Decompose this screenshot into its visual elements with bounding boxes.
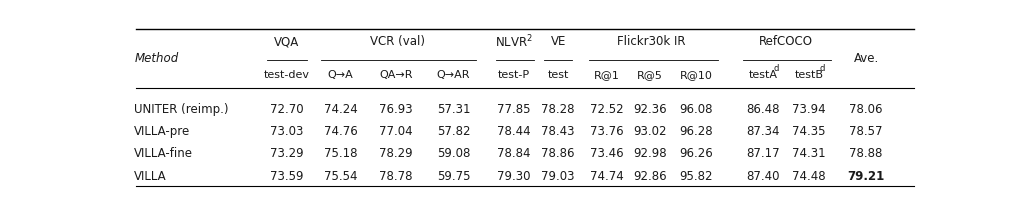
Text: 77.85: 77.85 — [497, 102, 530, 115]
Text: 86.48: 86.48 — [746, 102, 779, 115]
Text: 79.03: 79.03 — [542, 169, 574, 182]
Text: 77.04: 77.04 — [380, 124, 413, 137]
Text: Ave.: Ave. — [853, 52, 879, 64]
Text: 78.29: 78.29 — [380, 147, 413, 160]
Text: 78.28: 78.28 — [542, 102, 574, 115]
Text: test: test — [548, 70, 568, 80]
Text: QA→R: QA→R — [380, 70, 413, 80]
Text: 59.08: 59.08 — [436, 147, 470, 160]
Text: 73.03: 73.03 — [270, 124, 303, 137]
Text: 96.26: 96.26 — [679, 147, 713, 160]
Text: 73.29: 73.29 — [270, 147, 303, 160]
Text: 96.28: 96.28 — [679, 124, 713, 137]
Text: R@1: R@1 — [594, 70, 620, 80]
Text: 57.31: 57.31 — [436, 102, 470, 115]
Text: 78.84: 78.84 — [497, 147, 530, 160]
Text: R@10: R@10 — [680, 70, 713, 80]
Text: VQA: VQA — [274, 35, 299, 48]
Text: Q→A: Q→A — [328, 70, 353, 80]
Text: 78.88: 78.88 — [849, 147, 883, 160]
Text: 93.02: 93.02 — [634, 124, 667, 137]
Text: 92.36: 92.36 — [634, 102, 667, 115]
Text: 73.46: 73.46 — [590, 147, 624, 160]
Text: 78.57: 78.57 — [849, 124, 883, 137]
Text: 74.48: 74.48 — [793, 169, 825, 182]
Text: 79.21: 79.21 — [848, 169, 885, 182]
Text: 74.24: 74.24 — [324, 102, 357, 115]
Text: RefCOCO: RefCOCO — [759, 35, 813, 48]
Text: 78.43: 78.43 — [542, 124, 574, 137]
Text: 78.78: 78.78 — [380, 169, 413, 182]
Text: VILLA-pre: VILLA-pre — [134, 124, 190, 137]
Text: 59.75: 59.75 — [436, 169, 470, 182]
Text: UNITER (reimp.): UNITER (reimp.) — [134, 102, 228, 115]
Text: 75.18: 75.18 — [324, 147, 357, 160]
Text: 95.82: 95.82 — [680, 169, 713, 182]
Text: 92.86: 92.86 — [634, 169, 667, 182]
Text: Method: Method — [134, 52, 178, 64]
Text: VCR (val): VCR (val) — [370, 35, 425, 48]
Text: 73.76: 73.76 — [590, 124, 624, 137]
Text: d: d — [773, 64, 778, 73]
Text: VILLA: VILLA — [134, 169, 167, 182]
Text: VE: VE — [551, 35, 566, 48]
Text: testA: testA — [749, 70, 777, 80]
Text: R@5: R@5 — [637, 70, 664, 80]
Text: 79.30: 79.30 — [497, 169, 530, 182]
Text: test-dev: test-dev — [264, 70, 309, 80]
Text: 87.17: 87.17 — [746, 147, 779, 160]
Text: 72.70: 72.70 — [270, 102, 303, 115]
Text: 74.76: 74.76 — [324, 124, 357, 137]
Text: Flickr30k IR: Flickr30k IR — [617, 35, 686, 48]
Text: 76.93: 76.93 — [380, 102, 413, 115]
Text: 96.08: 96.08 — [680, 102, 713, 115]
Text: 92.98: 92.98 — [634, 147, 667, 160]
Text: 74.35: 74.35 — [793, 124, 825, 137]
Text: 78.44: 78.44 — [497, 124, 530, 137]
Text: 73.59: 73.59 — [270, 169, 303, 182]
Text: 78.86: 78.86 — [542, 147, 574, 160]
Text: 57.82: 57.82 — [436, 124, 470, 137]
Text: test-P: test-P — [498, 70, 529, 80]
Text: NLVR$^2$: NLVR$^2$ — [495, 33, 532, 50]
Text: 74.74: 74.74 — [590, 169, 624, 182]
Text: 87.34: 87.34 — [746, 124, 779, 137]
Text: VILLA-fine: VILLA-fine — [134, 147, 194, 160]
Text: 73.94: 73.94 — [793, 102, 825, 115]
Text: 87.40: 87.40 — [746, 169, 779, 182]
Text: 75.54: 75.54 — [324, 169, 357, 182]
Text: 74.31: 74.31 — [793, 147, 825, 160]
Text: testB: testB — [795, 70, 823, 80]
Text: Q→AR: Q→AR — [436, 70, 470, 80]
Text: d: d — [819, 64, 824, 73]
Text: 72.52: 72.52 — [590, 102, 624, 115]
Text: 78.06: 78.06 — [849, 102, 883, 115]
